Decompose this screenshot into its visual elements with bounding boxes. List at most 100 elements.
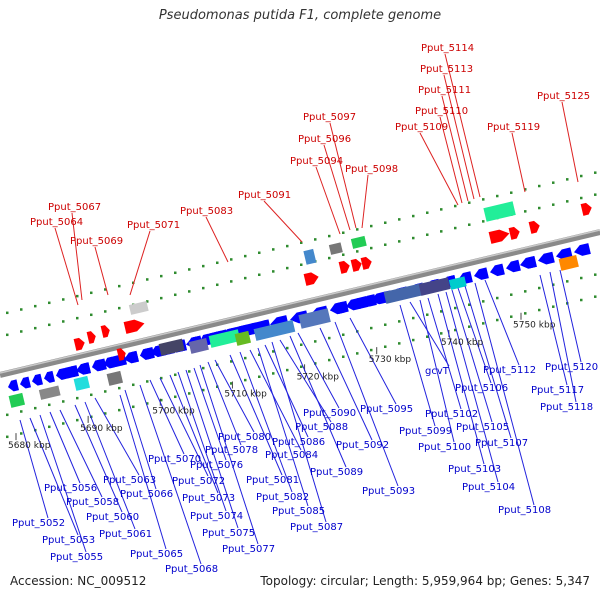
track-guide-dot [300, 365, 303, 368]
reverse-gene-arrow-shape [76, 362, 91, 375]
track-guide-dot [496, 296, 499, 300]
topology-summary: Topology: circular; Length: 5,959,964 bp… [260, 574, 590, 588]
top-gene-label: Pput_5119 [487, 122, 540, 133]
bottom-gene-leader-line [239, 351, 293, 493]
track-guide-dot [342, 231, 345, 234]
feature-box [188, 337, 209, 354]
feature-box-shape [558, 254, 579, 271]
reverse-gene-arrow-shape [92, 358, 107, 371]
track-guide-dot [314, 362, 317, 365]
top-gene-label: Pput_5110 [415, 106, 468, 117]
track-guide-dot [440, 208, 443, 211]
track-guide-dot [300, 263, 303, 266]
bottom-gene-leader-line [249, 349, 302, 451]
track-guide-dot [398, 218, 401, 221]
bottom-gene-label: gcvT [425, 366, 450, 377]
feature-box-shape [350, 235, 367, 249]
track-guide-dot [538, 308, 541, 312]
forward-gene-arrow [508, 226, 520, 240]
track-guide-dot [188, 370, 191, 373]
bottom-gene-label: Pput_5092 [336, 440, 389, 451]
track-guide-dot [426, 233, 429, 236]
feature-box [298, 308, 331, 329]
track-guide-dot [412, 236, 415, 240]
feature-box [303, 248, 317, 265]
feature-box-shape [483, 201, 516, 222]
track-guide-dot [160, 274, 163, 278]
reverse-gene-arrow [538, 251, 555, 265]
reverse-gene-arrow-shape [490, 263, 505, 277]
bottom-gene-leader-line [464, 285, 512, 439]
scale-label: 5680 kbp [8, 441, 51, 451]
reverse-gene-arrow-shape [20, 376, 32, 389]
top-gene-leader-line [329, 122, 357, 229]
track-guide-dot [48, 323, 51, 327]
feature-box [448, 276, 467, 290]
top-gene-label: Pput_5125 [537, 91, 590, 102]
track-guide-dot [440, 332, 443, 335]
feature-box-shape [234, 330, 252, 346]
track-guide-dot [258, 353, 261, 357]
bottom-gene-label: Pput_5112 [483, 365, 536, 376]
track-guide-dot [6, 311, 9, 315]
top-gene-label: Pput_5096 [298, 134, 351, 145]
track-guide-dot [104, 390, 107, 393]
bottom-gene-leader-line [474, 282, 535, 506]
track-guide-dot [314, 340, 317, 343]
bottom-gene-leader-line [349, 317, 397, 405]
track-guide-dot [370, 246, 373, 250]
feature-box-shape [106, 370, 124, 386]
bottom-gene-leader-line [177, 371, 227, 512]
track-guide-dot [146, 380, 149, 383]
bottom-gene-leader-line [49, 411, 81, 484]
top-gene-leader-line [129, 230, 151, 296]
reverse-gene-arrow-shape [60, 366, 75, 379]
track-guide-dot [20, 410, 23, 413]
reverse-gene-arrow-shape [140, 347, 155, 360]
bottom-gene-leader-line [169, 374, 219, 494]
track-guide-dot [272, 270, 275, 273]
track-guide-dot [594, 171, 597, 174]
bottom-gene-label: Pput_5065 [130, 549, 183, 560]
bottom-gene-leader-line [84, 401, 136, 530]
feature-box-shape [328, 242, 343, 255]
feature-box [483, 201, 516, 222]
top-gene-leader-line [94, 246, 109, 296]
feature-box [8, 392, 26, 408]
feature-box [234, 330, 252, 346]
bottom-gene-leader-line [419, 299, 455, 443]
reverse-gene-arrow-shape [124, 350, 139, 364]
bottom-gene-label: Pput_5078 [205, 445, 258, 456]
track-guide-dot [398, 240, 401, 243]
top-gene-label: Pput_5113 [420, 64, 473, 75]
track-guide-dot [258, 375, 261, 379]
bottom-gene-leader-line [229, 354, 283, 476]
track-guide-dot [202, 286, 205, 290]
bottom-gene-leader-line [19, 419, 49, 519]
forward-gene-arrow-shape [580, 202, 592, 216]
track-guide-dot [104, 288, 107, 291]
track-guide-dot [356, 352, 359, 355]
track-guide-dot [426, 211, 429, 214]
feature-box [418, 277, 451, 296]
reverse-gene-arrow-shape [330, 301, 345, 315]
track-guide-dot [454, 226, 457, 230]
reverse-gene-arrow-shape [32, 373, 44, 386]
forward-gene-arrow [580, 202, 592, 216]
track-guide-dot [538, 286, 541, 290]
track-guide-dot [370, 326, 373, 330]
reverse-gene-arrow-shape [44, 370, 56, 383]
track-guide-dot [230, 258, 233, 261]
reverse-gene-arrow-shape [362, 294, 377, 307]
track-guide-dot [132, 405, 135, 409]
forward-gene-arrow [303, 272, 319, 286]
track-guide-dot [160, 376, 163, 380]
track-guide-dot [202, 264, 205, 268]
feature-box [383, 282, 426, 304]
bottom-gene-leader-line [279, 339, 332, 423]
bottom-gene-leader-line [427, 297, 462, 410]
reverse-gene-arrow-shape [538, 251, 555, 265]
track-guide-dot [370, 224, 373, 228]
track-guide-dot [202, 366, 205, 370]
bottom-gene-label: Pput_5075 [202, 528, 255, 539]
